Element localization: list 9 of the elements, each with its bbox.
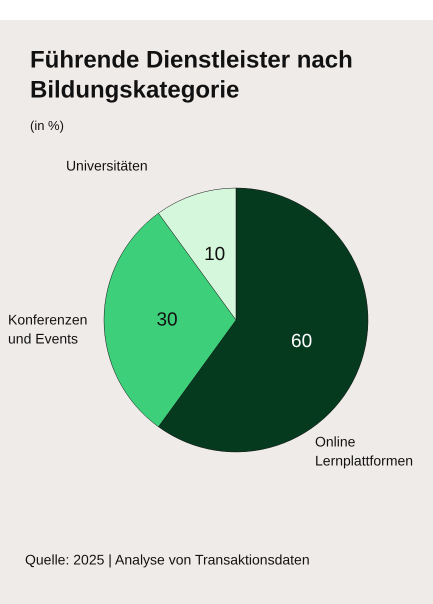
slice-label: Universitäten [66,157,148,174]
chart-title: Führende Dienstleister nach Bildungskategorie [30,46,360,104]
slice-label: Konferenzen und Events [8,312,88,346]
data-label: 10 [204,244,226,265]
data-label: 60 [291,330,312,352]
source-note: Quelle: 2025 | Analyse von Transaktionsdaten [25,552,310,568]
slice-label: Online Lernplattformen [315,434,414,469]
chart-subtitle: (in %) [30,118,64,133]
data-label: 30 [156,310,178,330]
